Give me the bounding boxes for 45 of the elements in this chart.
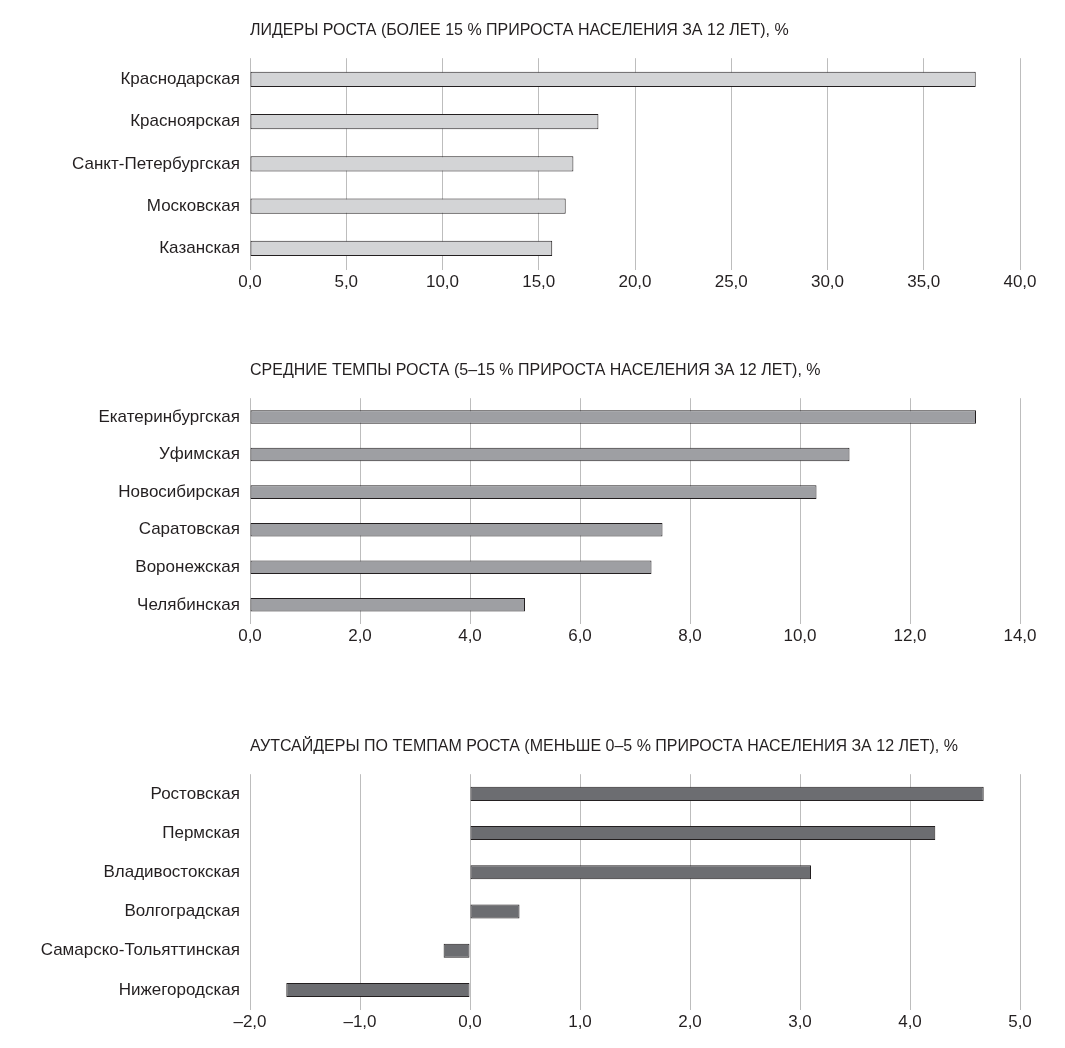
x-tick-label: 3,0 [788,1012,812,1032]
x-tick-label: –1,0 [343,1012,377,1032]
y-tick-label: Красноярская [130,111,240,131]
chart-title: СРЕДНИЕ ТЕМПЫ РОСТА (5–15 % ПРИРОСТА НАСЕЛЕНИЯ ЗА 12 ЛЕТ), % [249,360,822,380]
x-tick-label: 5,0 [334,272,359,292]
x-tick-label: 2,0 [348,626,372,646]
x-tick-label: –2,0 [233,1012,267,1032]
y-tick-label: Челябинская [137,594,240,614]
chart-title: АУТСАЙДЕРЫ ПО ТЕМПАМ РОСТА (МЕНЬШЕ 0–5 % ПРИРОСТА НАСЕЛЕНИЯ ЗА 12 ЛЕТ), % [249,735,959,756]
x-tick-label: 1,0 [568,1012,592,1032]
x-tick-label: 8,0 [678,626,702,646]
chart-title: ЛИДЕРЫ РОСТА (БОЛЕЕ 15 % ПРИРОСТА НАСЕЛЕНИЯ ЗА 12 ЛЕТ), % [249,20,790,40]
x-tick-label: 0,0 [238,626,262,646]
y-tick-label: Воронежская [135,556,240,576]
x-tick-label: 6,0 [568,626,592,646]
x-tick-label: 2,0 [678,1012,702,1032]
x-tick-label: 14,0 [1003,626,1037,646]
y-tick-label: Волгоградская [124,901,240,921]
y-tick-label: Пермская [162,822,240,842]
y-tick-label: Нижегородская [118,979,240,999]
y-tick-label: Уфимская [159,444,240,464]
y-tick-label: Саратовская [138,519,240,539]
y-tick-label: Новосибирская [118,481,240,501]
x-tick-label: 15,0 [522,272,556,292]
y-tick-label: Самарско-Тольяттинская [40,940,240,960]
y-tick-label: Московская [146,195,240,215]
x-tick-label: 20,0 [618,272,652,292]
y-tick-label: Екатеринбургская [98,406,240,426]
y-tick-label: Ростовская [150,783,240,803]
x-tick-label: 5,0 [1008,1012,1032,1032]
x-tick-label: 35,0 [907,272,941,292]
x-tick-label: 40,0 [1003,272,1037,292]
x-tick-label: 4,0 [898,1012,922,1032]
y-tick-label: Санкт-Петербургская [72,153,240,173]
x-tick-label: 30,0 [810,272,845,292]
y-tick-label: Казанская [159,238,240,258]
x-tick-label: 4,0 [458,626,482,646]
x-tick-label: 12,0 [893,626,927,646]
y-tick-label: Владивостокская [103,861,240,881]
y-tick-label: Краснодарская [120,69,240,89]
x-tick-label: 0,0 [458,1012,482,1032]
x-tick-label: 25,0 [714,272,748,292]
x-tick-label: 10,0 [425,272,460,292]
x-tick-label: 0,0 [238,272,262,292]
x-tick-label: 10,0 [783,626,817,646]
